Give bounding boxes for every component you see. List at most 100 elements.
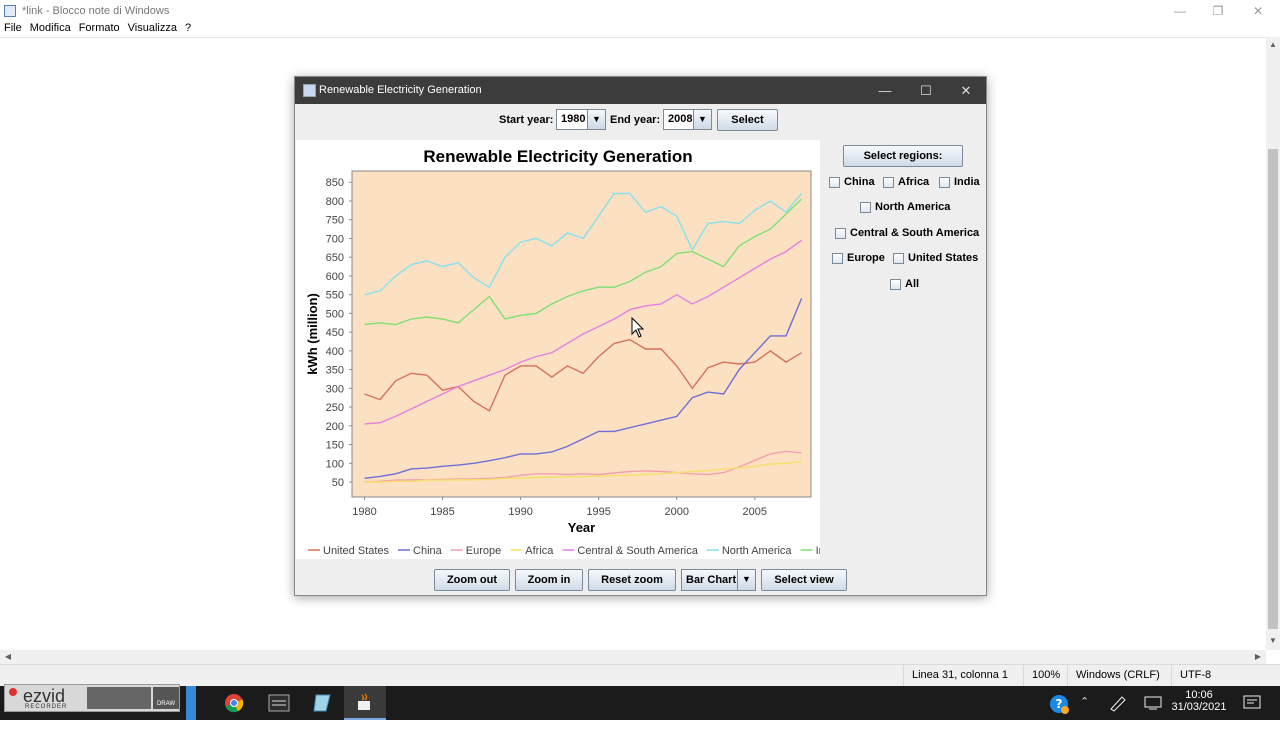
vertical-scrollbar[interactable]: ▲ ▼ (1266, 37, 1280, 650)
scroll-left-icon[interactable]: ◀ (4, 652, 12, 661)
region-label-central-south-america: Central & South America (850, 227, 980, 239)
x-tick-label: 1995 (586, 506, 610, 518)
app-title: Renewable Electricity Generation (319, 84, 482, 96)
terminal-icon[interactable] (268, 693, 290, 727)
recorder-controls[interactable] (87, 687, 151, 709)
menu-formato[interactable]: Formato (78, 22, 120, 34)
app-maximize-icon[interactable]: ☐ (920, 83, 932, 98)
clock[interactable]: 10:06 31/03/2021 (1166, 686, 1232, 720)
checkbox-icon[interactable] (829, 176, 840, 188)
plot-area (351, 170, 812, 498)
app-close-icon[interactable]: ✕ (960, 83, 972, 98)
notepad-title: *link - Blocco note di Windows (22, 5, 170, 17)
menu-file[interactable]: File (4, 22, 22, 34)
y-tick-label: 300 (326, 383, 344, 395)
region-checkbox-india[interactable]: India (939, 176, 980, 188)
y-tick-label: 700 (326, 233, 344, 245)
series-line-north-america (364, 192, 803, 296)
y-tick-label: 500 (326, 308, 344, 320)
java-icon (358, 693, 370, 710)
checkbox-icon[interactable] (832, 252, 843, 264)
region-checkbox-china[interactable]: China (829, 176, 875, 188)
y-tick-label: 650 (326, 252, 344, 264)
network-icon[interactable] (1143, 695, 1163, 729)
java-app-taskbar-button[interactable] (344, 686, 386, 720)
help-icon[interactable]: ? (1048, 693, 1070, 727)
start-year-select[interactable]: 1980 ▼ (556, 109, 606, 130)
region-checkbox-europe[interactable]: Europe (832, 252, 885, 264)
menu-modifica[interactable]: Modifica (29, 22, 71, 34)
pen-icon[interactable] (1108, 694, 1128, 728)
status-position: Linea 31, colonna 1 (903, 665, 1023, 686)
y-tick-label: 50 (332, 477, 344, 489)
y-tick-label: 200 (326, 421, 344, 433)
status-line-ending: Windows (CRLF) (1067, 665, 1171, 686)
close-icon[interactable]: ✕ (1252, 4, 1264, 18)
checkbox-icon[interactable] (883, 176, 894, 188)
notepad-menubar: File Modifica Formato Visualizza ? (0, 22, 1280, 38)
region-checkbox-central-south-america[interactable]: Central & South America (835, 227, 979, 239)
y-tick-label: 450 (326, 327, 344, 339)
minimize-icon[interactable]: — (1174, 4, 1186, 18)
region-checkbox-all[interactable]: All (890, 278, 919, 290)
chart-type-select[interactable]: Bar Chart ▼ (681, 569, 756, 591)
y-tick-label: 250 (326, 402, 344, 414)
legend-entry: United States (323, 545, 390, 557)
checkbox-icon[interactable] (860, 201, 871, 213)
y-tick-label: 750 (326, 215, 344, 227)
y-tick-label: 100 (326, 458, 344, 470)
y-tick-label: 600 (326, 271, 344, 283)
end-year-select[interactable]: 2008 ▼ (663, 109, 712, 130)
scroll-down-icon[interactable]: ▼ (1269, 636, 1277, 645)
notepad-statusbar: Linea 31, colonna 1 100% Windows (CRLF) … (0, 664, 1280, 686)
select-view-button[interactable]: Select view (761, 569, 847, 591)
chart-panel: Renewable Electricity Generation 50 100 150… (296, 140, 820, 559)
y-axis-label: kWh (million) (305, 293, 320, 375)
zoom-in-button[interactable]: Zoom in (515, 569, 583, 591)
y-tick-label: 400 (326, 346, 344, 358)
horizontal-scrollbar[interactable]: ◀ ▶ (0, 650, 1266, 664)
ezvid-recorder-widget[interactable]: ezvid RECORDER DRAW (4, 684, 180, 712)
chevron-down-icon[interactable]: ▼ (737, 570, 755, 590)
y-tick-label: 550 (326, 290, 344, 302)
region-checkbox-united-states[interactable]: United States (893, 252, 978, 264)
app-minimize-icon[interactable]: — (878, 83, 892, 98)
taskbar: ? ⌃ 10:06 31/03/2021 (0, 686, 1280, 720)
notepad-taskbar-icon[interactable] (312, 693, 332, 727)
scroll-right-icon[interactable]: ▶ (1254, 652, 1262, 661)
chevron-up-icon[interactable]: ⌃ (1080, 696, 1090, 708)
chevron-down-icon[interactable]: ▼ (587, 110, 605, 129)
checkbox-icon[interactable] (890, 278, 901, 290)
zoom-out-button[interactable]: Zoom out (434, 569, 510, 591)
draw-button[interactable]: DRAW (153, 687, 179, 709)
x-axis-label: Year (568, 520, 595, 535)
checkbox-icon[interactable] (939, 176, 950, 188)
series-line-india (364, 198, 803, 326)
series-line-china (364, 298, 803, 479)
x-tick-label: 1990 (508, 506, 532, 518)
select-regions-button[interactable]: Select regions: (843, 145, 963, 167)
menu-help[interactable]: ? (185, 22, 192, 34)
notepad-titlebar: *link - Blocco note di Windows — ❐ ✕ (0, 0, 1280, 22)
start-year-value: 1980 (561, 113, 586, 125)
x-tick-label: 1980 (352, 506, 376, 518)
region-checkbox-africa[interactable]: Africa (883, 176, 929, 188)
region-label-africa: Africa (898, 176, 930, 188)
notifications-icon[interactable] (1242, 694, 1262, 728)
chevron-down-icon[interactable]: ▼ (693, 110, 711, 129)
reset-zoom-button[interactable]: Reset zoom (588, 569, 676, 591)
chart-title: Renewable Electricity Generation (423, 147, 692, 166)
x-tick-label: 2000 (664, 506, 688, 518)
restore-icon[interactable]: ❐ (1212, 4, 1224, 18)
scrollbar-thumb[interactable] (1268, 149, 1278, 629)
checkbox-icon[interactable] (835, 227, 846, 239)
menu-visualizza[interactable]: Visualizza (127, 22, 177, 34)
region-checkbox-north-america[interactable]: North America (860, 201, 950, 213)
chrome-icon[interactable] (224, 693, 244, 727)
y-tick-label: 350 (326, 365, 344, 377)
file-explorer-icon[interactable] (186, 686, 196, 720)
select-years-button[interactable]: Select (717, 109, 778, 131)
checkbox-icon[interactable] (893, 252, 904, 264)
record-icon[interactable] (9, 688, 17, 696)
scroll-up-icon[interactable]: ▲ (1269, 40, 1277, 49)
